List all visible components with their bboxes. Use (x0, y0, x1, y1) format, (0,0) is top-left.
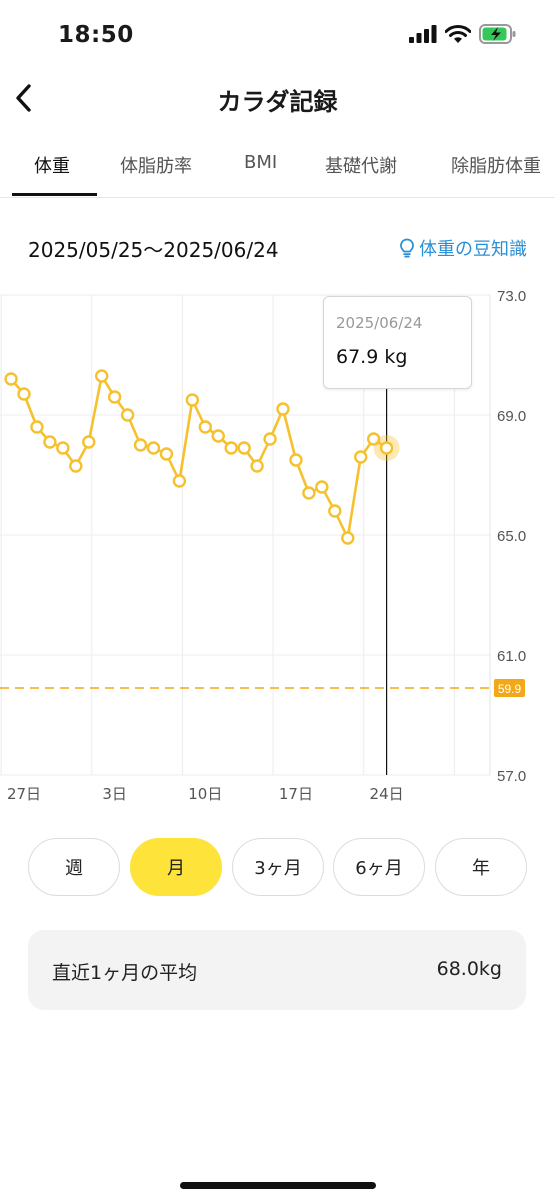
chevron-left-icon (16, 84, 31, 112)
average-value: 68.0kg (436, 958, 502, 980)
average-card: 直近1ヶ月の平均 68.0kg (28, 930, 526, 1010)
active-tab-indicator (12, 193, 97, 196)
battery-charging-icon (479, 24, 516, 44)
date-range: 2025/05/25〜2025/06/24 (28, 238, 279, 262)
weight-data-point (366, 432, 381, 446)
status-icons (409, 24, 517, 44)
period-month-button[interactable]: 月 (130, 838, 222, 896)
target-badge-label: 59.9 (498, 682, 522, 696)
x-tick-label: 10日 (188, 785, 222, 803)
weight-data-point (43, 435, 57, 449)
wifi-icon (445, 24, 471, 43)
weight-data-point (211, 429, 225, 443)
weight-data-point (276, 402, 290, 416)
period-year-button[interactable]: 年 (435, 838, 527, 896)
weight-data-point (315, 480, 329, 494)
tab-body-fat[interactable]: 体脂肪率 (120, 156, 192, 177)
weight-data-point (17, 387, 31, 401)
weight-data-point (107, 390, 122, 404)
weight-data-point (120, 408, 135, 422)
x-tick-label: 17日 (279, 785, 313, 803)
back-button[interactable] (8, 80, 38, 116)
x-tick-label: 27日 (7, 785, 41, 803)
home-indicator (180, 1182, 376, 1189)
tooltip-date: 2025/06/24 (336, 314, 423, 332)
weight-data-point (289, 453, 303, 467)
selected-point-tooltip: 2025/06/24 67.9 kg (323, 296, 472, 389)
weight-data-point (172, 474, 187, 488)
y-tick-label: 57.0 (497, 768, 526, 785)
status-bar: 18:50 (0, 0, 555, 70)
y-tick-label: 69.0 (497, 408, 526, 425)
period-week-button[interactable]: 週 (28, 838, 120, 896)
tab-lean-body-mass[interactable]: 除脂肪体重 (451, 156, 541, 177)
weight-data-point (185, 393, 200, 407)
weight-data-point (146, 441, 161, 455)
weight-tips-link[interactable]: 体重の豆知識 (399, 235, 527, 261)
x-tick-label: 24日 (370, 785, 404, 803)
tooltip-value: 67.9 kg (336, 346, 408, 368)
weight-data-point (379, 441, 394, 455)
target-badge (494, 679, 525, 697)
weight-data-point (30, 420, 44, 434)
weight-tips-label: 体重の豆知識 (419, 239, 527, 260)
weight-data-point (82, 435, 96, 449)
weight-data-point (224, 441, 238, 455)
weight-data-point (237, 441, 251, 455)
weight-data-point (4, 372, 18, 386)
metric-tabs: 体重 体脂肪率 BMI 基礎代謝 除脂肪体重 (0, 138, 555, 198)
weight-data-point (94, 369, 109, 383)
nav-bar: カラダ記録 (0, 70, 555, 130)
weight-data-point (341, 531, 355, 545)
y-tick-label: 61.0 (497, 648, 526, 665)
lightbulb-icon (400, 238, 414, 258)
page-title: カラダ記録 (217, 88, 338, 116)
period-3month-button[interactable]: 3ヶ月 (232, 838, 324, 896)
weight-data-point (263, 432, 277, 446)
tab-weight[interactable]: 体重 (34, 156, 70, 177)
weight-data-point (133, 438, 148, 452)
weight-data-point (250, 459, 264, 473)
tab-basal-metabolism[interactable]: 基礎代謝 (325, 156, 397, 177)
average-label: 直近1ヶ月の平均 (52, 962, 198, 984)
tab-bmi[interactable]: BMI (244, 152, 278, 173)
weight-data-point (328, 504, 342, 518)
weight-data-point (302, 486, 316, 500)
weight-data-point (198, 420, 213, 434)
status-time: 18:50 (58, 22, 134, 48)
y-tick-label: 73.0 (497, 288, 526, 305)
weight-data-point (69, 459, 83, 473)
period-6month-button[interactable]: 6ヶ月 (333, 838, 425, 896)
x-tick-label: 3日 (102, 785, 127, 803)
period-selector: 週 月 3ヶ月 6ヶ月 年 (28, 838, 527, 896)
cellular-signal-icon (409, 25, 437, 43)
weight-data-point (354, 450, 368, 464)
weight-data-point (56, 441, 70, 455)
weight-data-point (159, 447, 174, 461)
y-tick-label: 65.0 (497, 528, 526, 545)
